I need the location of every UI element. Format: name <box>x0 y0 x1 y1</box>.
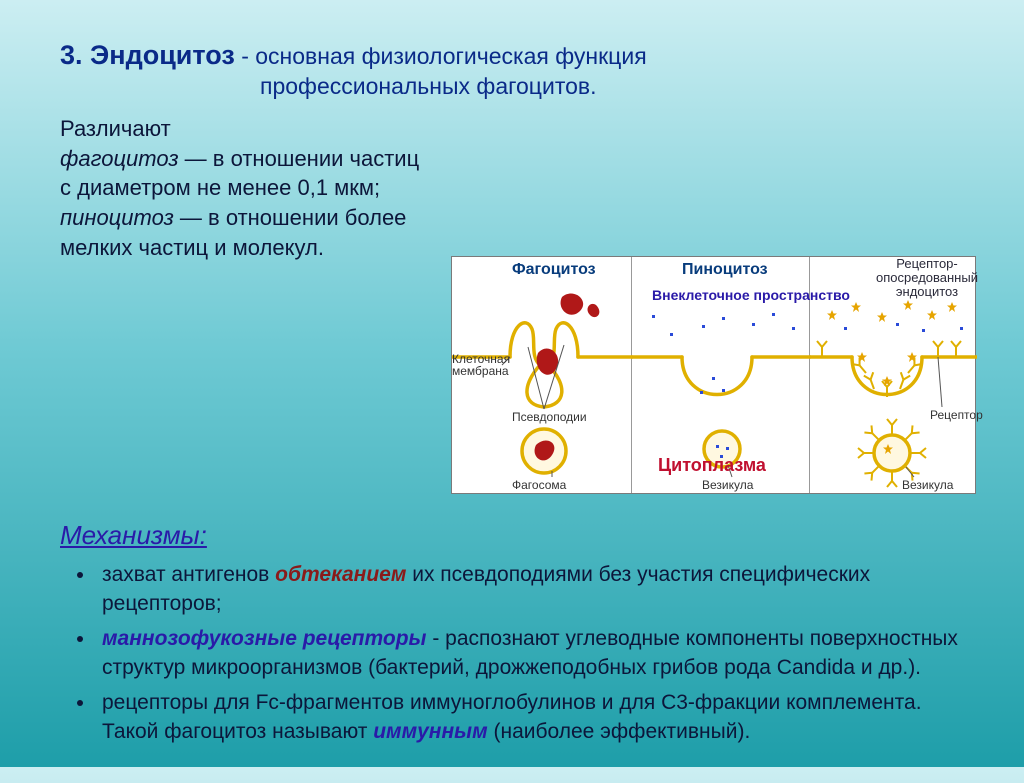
label-pseudopodia: Псевдоподии <box>512 411 587 423</box>
intro-l5: мелких частиц и молекул. <box>60 233 460 263</box>
label-membrane: Клеточная мембрана <box>452 353 512 377</box>
title-line2: профессиональных фагоцитов. <box>60 73 976 100</box>
label-vesicle-2: Везикула <box>902 479 953 491</box>
intro-text: Различают фагоцитоз — в отношении частиц… <box>60 114 460 262</box>
diagram-header-receptor: Рецептор-опосредованный эндоцитоз <box>872 257 982 298</box>
intro-l4b: — в отношении более <box>174 205 407 230</box>
endocytosis-diagram: Фагоцитоз Пиноцитоз Рецептор-опосредован… <box>451 256 976 494</box>
title-tail: - основная физиологическая функция <box>235 43 647 69</box>
intro-l1: Различают <box>60 114 460 144</box>
intro-l2a: фагоцитоз <box>60 146 179 171</box>
mechanisms-list: захват антигенов обтеканием их псевдопод… <box>60 561 976 747</box>
diagram-header-phagocytosis: Фагоцитоз <box>512 261 596 279</box>
extracellular-label: Внеклеточное пространство <box>652 287 850 303</box>
mechanism-item: рецепторы для Fc-фрагментов иммуноглобул… <box>96 689 976 747</box>
intro-l4a: пиноцитоз <box>60 205 174 230</box>
diagram-header-pinocytosis: Пиноцитоз <box>682 261 768 279</box>
intro-l2b: — в отношении частиц <box>179 146 420 171</box>
mechanisms-title: Механизмы: <box>60 520 976 551</box>
mechanism-item: маннозофукозные рецепторы - распознают у… <box>96 625 976 683</box>
label-receptor: Рецептор <box>930 409 983 421</box>
mechanism-item: захват антигенов обтеканием их псевдопод… <box>96 561 976 619</box>
intro-l3: с диаметром не менее 0,1 мкм; <box>60 173 460 203</box>
label-phagosome: Фагосома <box>512 479 566 491</box>
cytoplasm-label: Цитоплазма <box>658 455 766 476</box>
label-vesicle-1: Везикула <box>702 479 753 491</box>
title-main: Эндоцитоз <box>90 40 235 70</box>
title-number: 3. <box>60 40 83 70</box>
